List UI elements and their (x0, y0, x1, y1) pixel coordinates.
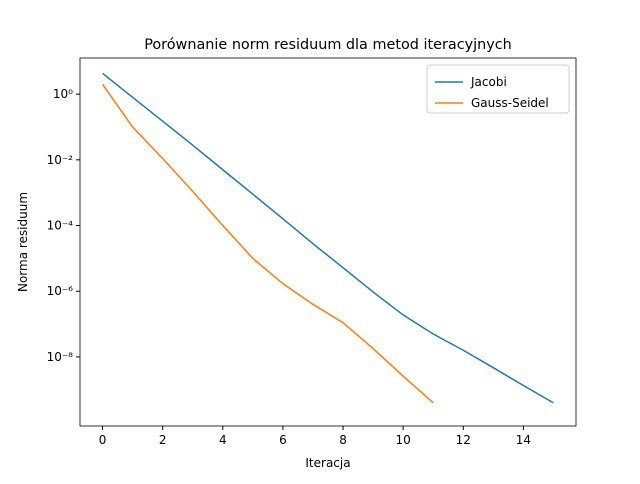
y-tick-label: 10⁻⁴ (47, 219, 74, 233)
x-tick-label: 4 (219, 433, 227, 447)
y-axis-label: Norma residuum (16, 192, 30, 292)
plot-frame (79, 57, 577, 427)
x-tick-label: 2 (159, 433, 167, 447)
line-series (101, 83, 434, 404)
line-series (102, 72, 554, 404)
x-tick-label: 6 (279, 433, 287, 447)
legend-label: Jacobi (470, 75, 507, 89)
y-tick-label: 10⁻⁸ (47, 350, 74, 364)
y-tick-label: 10⁻⁶ (47, 284, 74, 298)
legend-box (426, 64, 570, 114)
y-tick-label: 10⁰ (53, 87, 73, 101)
x-tick-label: 8 (339, 433, 347, 447)
plot-area (101, 72, 554, 404)
x-tick-label: 14 (516, 433, 531, 447)
x-axis-label: Iteracja (305, 456, 350, 470)
x-tick-label: 0 (99, 433, 107, 447)
x-tick-label: 12 (456, 433, 471, 447)
chart-title: Porównanie norm residuum dla metod itera… (144, 37, 512, 53)
legend-label: Gauss-Seidel (471, 96, 549, 110)
x-tick-label: 10 (396, 433, 411, 447)
y-tick-label: 10⁻² (47, 153, 74, 167)
